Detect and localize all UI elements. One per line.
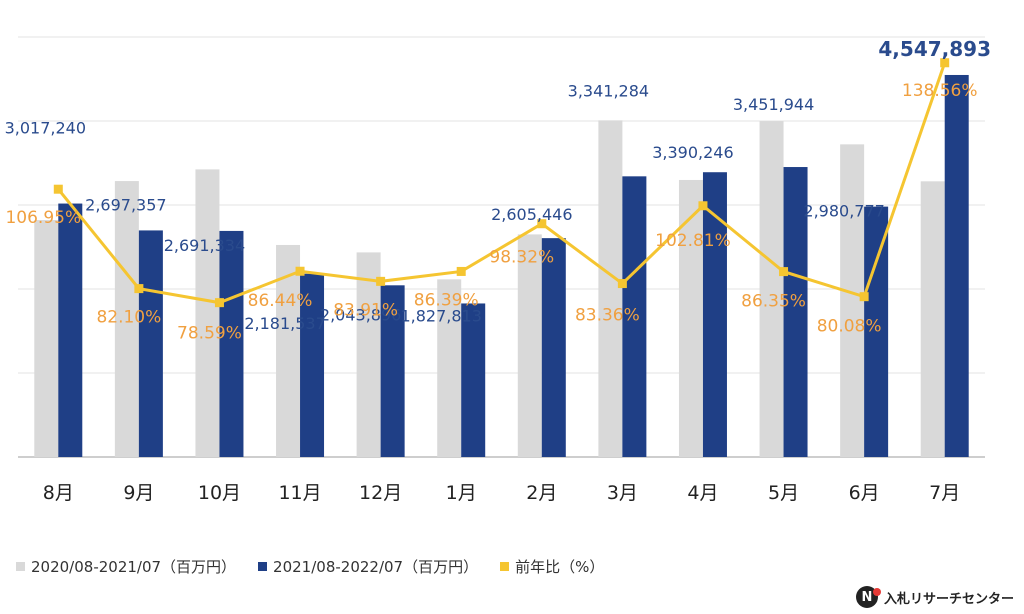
bar-prev-year [759,121,784,457]
bar-current-year [138,230,163,457]
legend-label-prev-year: 2020/08-2021/07（百万円） [31,558,237,576]
yoy-point [940,58,950,68]
yoy-value-label: 80.08% [817,317,882,337]
bar-value-label: 2,043,896 [320,305,401,324]
x-tick-label: 11月 [278,482,321,504]
yoy-line [57,62,947,305]
x-tick-label: 2月 [526,482,557,504]
bar-value-label: 1,827,813 [400,306,481,325]
yoy-value-label: 86.39% [414,290,479,310]
bar-value-label: 3,341,284 [568,81,649,100]
yoy-value-label: 98.32% [489,248,554,268]
bar-prev-year [34,220,59,457]
bar-current-year [622,176,647,457]
bar-prev-year [195,169,220,457]
bar-prev-year [356,252,381,457]
yoy-point [859,292,869,302]
bar-current-year [783,167,808,458]
yoy-value-label: 86.35% [741,292,806,312]
x-tick-label: 9月 [123,482,154,504]
x-tick-label: 5月 [768,482,799,504]
yoy-value-label: 83.36% [575,306,640,326]
yoy-point [456,266,466,276]
x-tick-label: 3月 [607,482,638,504]
bar-current-year [58,203,83,457]
x-tick-label: 7月 [929,482,960,504]
x-tick-label: 6月 [849,482,880,504]
bar-prev-year [517,234,542,457]
bar-prev-year [920,181,945,457]
x-tick-label: 12月 [359,482,402,504]
bar-prev-year [678,179,703,457]
legend-item-yoy: 前年比（%） [500,556,604,577]
yoy-point [53,184,63,194]
yoy-point [134,284,144,294]
x-tick-label: 1月 [446,482,477,504]
brand-name: 入札リサーチセンター [883,591,1014,607]
yoy-point [698,201,708,211]
brand-mark-icon: N [855,586,881,608]
bar-current-year [219,230,244,457]
yoy-point [779,267,789,277]
yoy-value-label: 138.56% [902,81,978,101]
yoy-value-label: 106.95% [5,208,81,228]
bar-value-label: 2,181,537 [244,314,325,333]
x-tick-label: 8月 [43,482,74,504]
bar-current-year [300,273,325,457]
yoy-point [376,276,386,286]
yoy-point [214,298,224,308]
legend-swatch-current-year [258,562,268,571]
yoy-value-label: 86.44% [248,291,313,311]
bar-value-label: 3,451,944 [733,95,814,114]
bar-current-year [541,238,566,457]
yoy-point [617,279,627,289]
bar-current-year [461,303,486,457]
bar-value-label: 3,017,240 [5,119,86,138]
legend: 2020/08-2021/07（百万円） 2021/08-2022/07（百万円… [16,556,604,577]
bar-value-label: 2,691,334 [164,236,245,255]
bar-value-label: 4,547,893 [878,37,991,61]
x-tick-label: 10月 [198,482,241,504]
yoy-point [295,266,305,276]
bar-value-label: 3,390,246 [652,143,733,162]
bar-current-year [944,74,969,457]
brand-logo: N 入札リサーチセンター [855,586,1014,608]
legend-label-yoy: 前年比（%） [515,558,605,576]
legend-item-prev-year: 2020/08-2021/07（百万円） [16,556,236,577]
legend-label-current-year: 2021/08-2022/07（百万円） [273,558,479,576]
legend-swatch-prev-year [16,562,25,571]
yoy-value-label: 82.10% [96,308,161,328]
bar-value-label: 2,697,357 [85,195,166,214]
yoy-point [537,219,547,229]
bar-value-label: 2,605,446 [491,205,572,224]
bar-prev-year [114,181,139,457]
bar-value-label: 2,980,777 [803,202,884,221]
legend-item-current-year: 2021/08-2022/07（百万円） [258,556,478,577]
yoy-value-label: 83.91% [333,300,398,320]
yoy-value-label: 78.59% [177,324,242,344]
bar-current-year [380,285,405,457]
bar-prev-year [437,279,462,457]
bar-current-year [864,206,889,457]
legend-swatch-yoy [500,562,510,571]
yoy-value-label: 102.81% [655,231,731,251]
bar-current-year [702,172,727,457]
bar-prev-year [598,120,623,457]
x-tick-label: 4月 [687,482,718,504]
